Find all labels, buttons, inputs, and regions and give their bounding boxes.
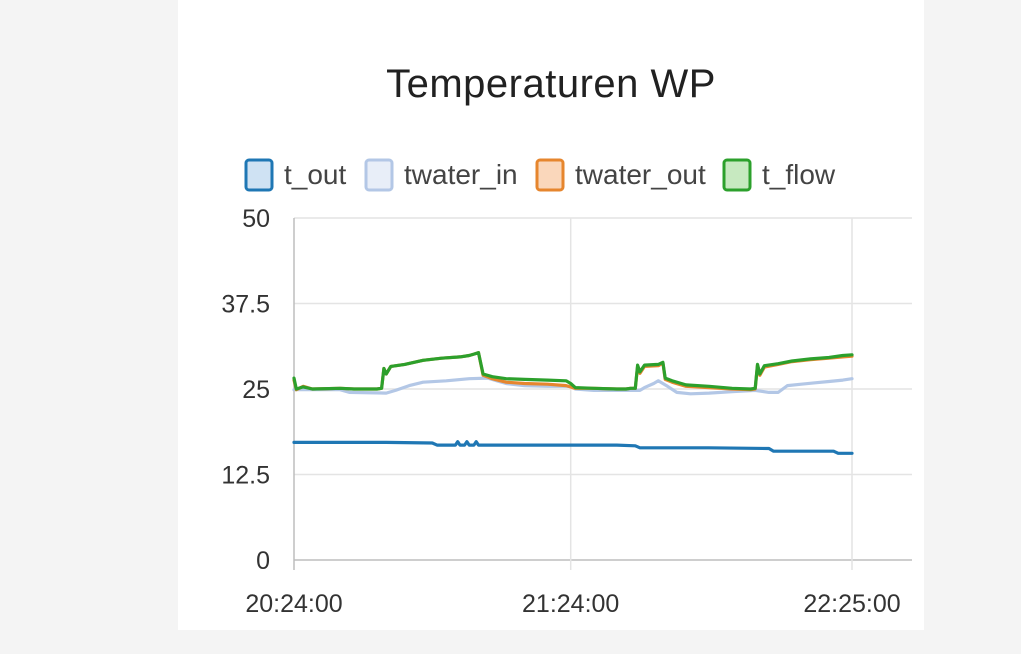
y-tick-label: 0 <box>256 547 270 575</box>
legend-swatch <box>535 158 565 192</box>
x-tick-label: 21:24:00 <box>522 590 619 618</box>
legend-label: twater_in <box>404 159 518 190</box>
axes: 0 12.5 25 37.5 50 20:24:00 21:24:00 22:25:00 <box>221 205 900 618</box>
series-line-t-out <box>292 440 854 455</box>
legend-swatch <box>244 158 274 192</box>
legend-label: twater_out <box>575 159 706 190</box>
legend-label: t_out <box>284 159 346 190</box>
legend-item-t-flow[interactable]: t_flow <box>722 158 836 192</box>
series-line-t-flow <box>292 351 854 391</box>
legend-item-t-out[interactable]: t_out <box>244 158 346 192</box>
chart-card: Temperaturen WP <box>178 0 924 630</box>
series-group <box>292 351 854 455</box>
legend-swatch <box>722 158 752 192</box>
legend-item-twater-out[interactable]: twater_out <box>535 158 706 192</box>
chart-title: Temperaturen WP <box>386 62 716 106</box>
y-tick-label: 12.5 <box>221 462 270 490</box>
x-tick-label: 22:25:00 <box>803 590 900 618</box>
x-tick-label: 20:24:00 <box>245 590 342 618</box>
y-tick-label: 50 <box>242 205 270 233</box>
y-tick-label: 25 <box>242 376 270 404</box>
y-tick-label: 37.5 <box>221 291 270 319</box>
legend-label: t_flow <box>762 159 836 190</box>
legend-item-twater-in[interactable]: twater_in <box>364 158 518 192</box>
legend-swatch <box>364 158 394 192</box>
legend: t_out twater_in twater_out t_flow <box>244 158 836 192</box>
series-line-twater-in <box>292 376 854 396</box>
